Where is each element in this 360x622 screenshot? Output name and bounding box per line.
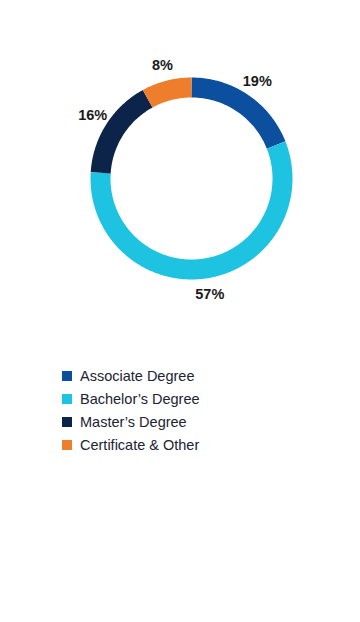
svg-text:57%: 57% xyxy=(195,286,224,302)
svg-text:16%: 16% xyxy=(78,107,107,123)
svg-text:19%: 19% xyxy=(243,73,272,89)
html-text:Bachelor’s Degree: Bachelor’s Degree xyxy=(80,390,200,407)
html-text:Certificate & Other: Certificate & Other xyxy=(80,436,200,453)
html-text:Associate Degree: Associate Degree xyxy=(80,367,195,384)
svg-text:8%: 8% xyxy=(152,57,173,73)
html-text:Master’s Degree: Master’s Degree xyxy=(80,413,187,430)
